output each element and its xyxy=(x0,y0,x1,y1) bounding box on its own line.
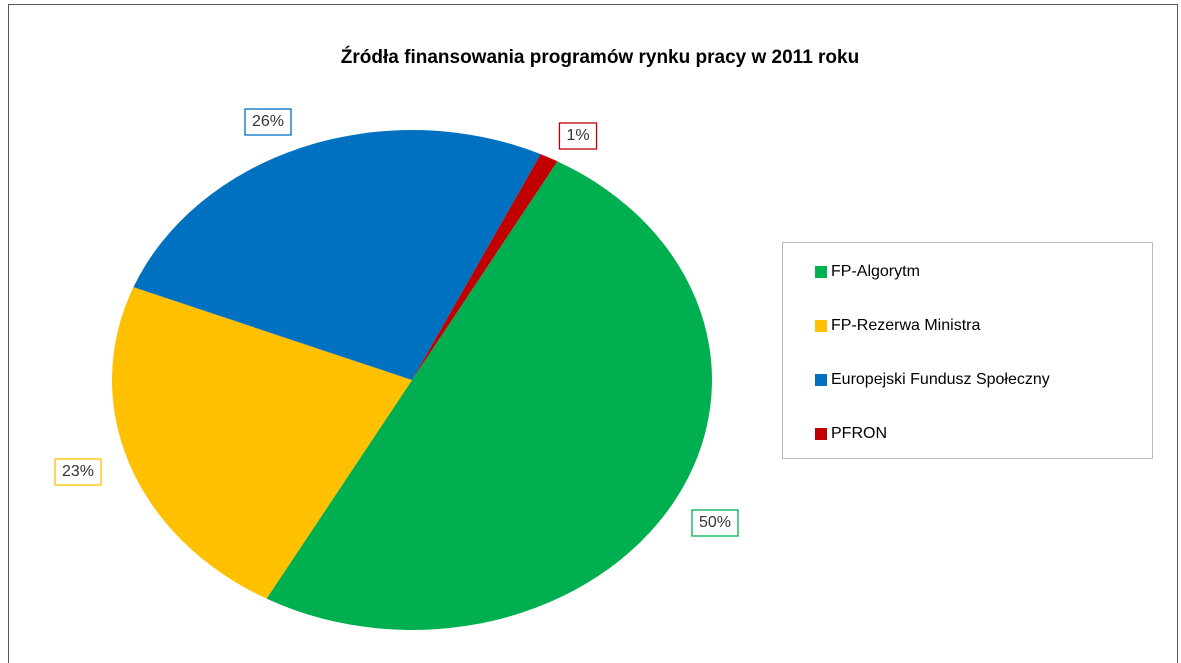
pie-slice xyxy=(266,161,712,630)
data-label-box xyxy=(691,509,739,537)
legend-swatch xyxy=(815,320,827,332)
data-label-box xyxy=(558,122,598,150)
legend-swatch xyxy=(815,428,827,440)
legend-swatch xyxy=(815,374,827,386)
data-label: 23% xyxy=(62,463,94,480)
legend-box xyxy=(782,242,1153,459)
legend-label: Europejski Fundusz Społeczny xyxy=(831,371,1050,388)
data-label: 1% xyxy=(566,127,589,144)
legend-swatch xyxy=(815,266,827,278)
legend-label: FP-Algorytm xyxy=(831,263,920,280)
pie-slice xyxy=(133,130,541,380)
data-label-box xyxy=(244,108,292,136)
legend-label: PFRON xyxy=(831,425,887,442)
data-label: 50% xyxy=(699,514,731,531)
pie-slice xyxy=(112,287,412,599)
legend-label: FP-Rezerwa Ministra xyxy=(831,317,980,334)
data-label-box xyxy=(54,458,102,486)
chart-title: Źródła finansowania programów rynku prac… xyxy=(341,46,859,68)
data-label: 26% xyxy=(252,113,284,130)
pie-slice xyxy=(412,154,558,380)
